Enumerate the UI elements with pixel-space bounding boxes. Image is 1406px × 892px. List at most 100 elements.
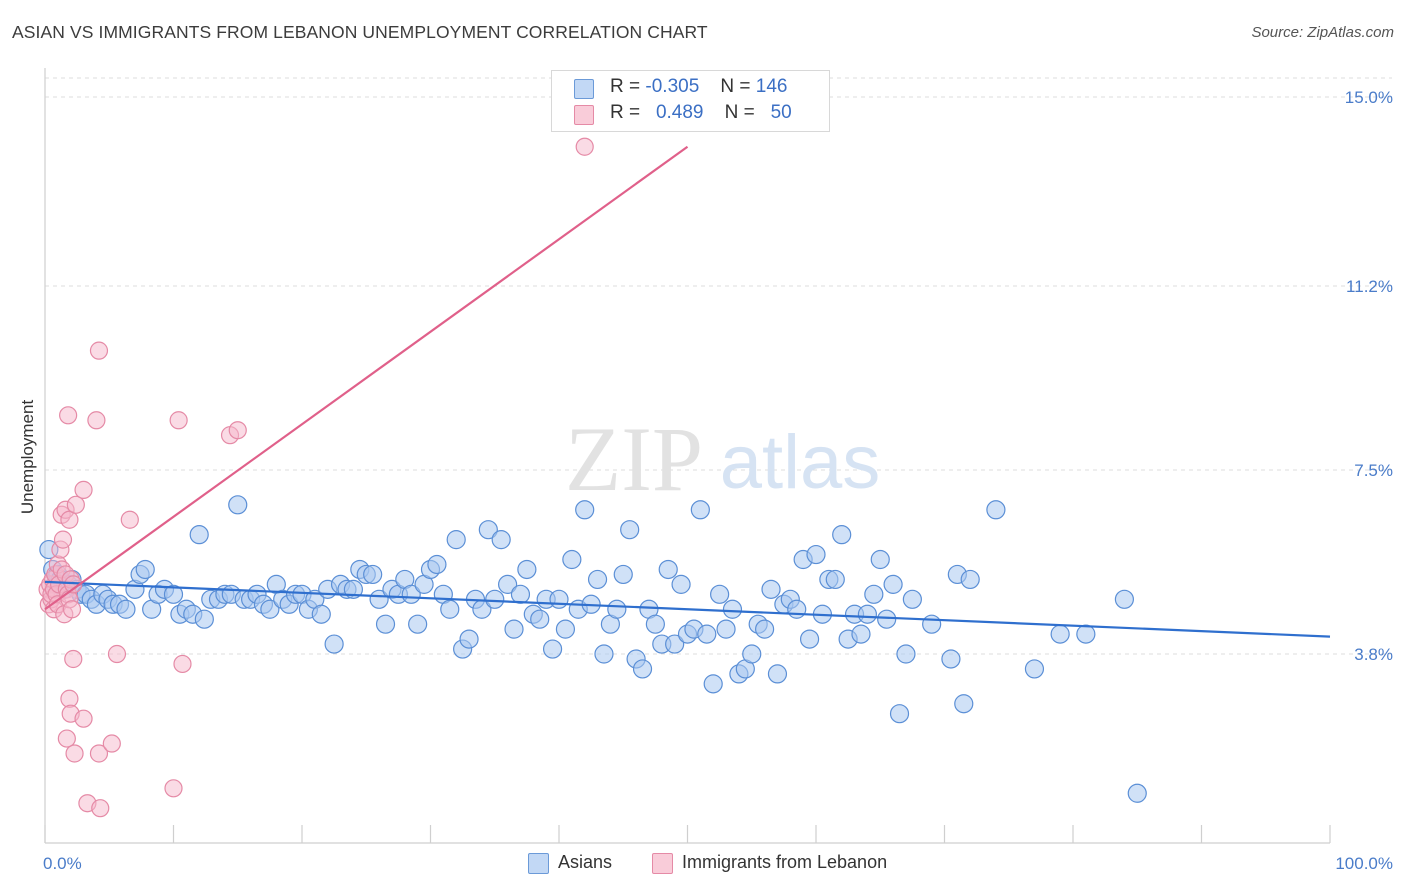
lebanon-point-15 [53,530,73,549]
asians-point-65 [427,554,447,575]
asians-point-101 [658,559,678,580]
watermark: ZIP atlas [565,408,880,510]
y-tick-label-1: 7.5% [1354,461,1393,480]
grid-lines [45,77,1392,655]
asians-point-29 [194,609,214,629]
asians-point-103 [671,574,691,594]
asians-point-128 [832,525,852,545]
asians-point-39 [260,599,280,619]
asians-point-124 [806,544,826,565]
legend-r-value: 0.489 [655,102,704,123]
y-tick-label-2: 11.2% [1346,277,1393,296]
asians-point-56 [369,589,389,609]
lebanon-point-22 [62,600,82,619]
asians-point-91 [594,644,614,664]
y-tick-label-0: 3.8% [1354,645,1393,664]
asians-point-147 [1050,624,1070,644]
asians-point-62 [408,614,428,634]
bottom-legend-swatch-pink [652,853,673,874]
asians-point-135 [877,609,897,629]
chart-source: Source: ZipAtlas.com [1251,24,1394,41]
asians-trend-line [44,580,1331,638]
legend-r-label: R = [610,76,641,97]
legend-swatch-blue [574,79,594,99]
asians-point-20 [135,559,155,580]
bottom-legend-label-lebanon: Immigrants from Lebanon [682,852,888,872]
asians-point-107 [697,624,717,644]
asians-point-73 [478,520,498,540]
asians-point-138 [896,644,916,664]
asians-point-75 [491,530,511,550]
asians-point-95 [620,520,640,540]
asians-point-77 [504,619,524,639]
asians-point-97 [632,659,653,679]
lebanon-point-34 [228,421,247,440]
asians-point-99 [645,614,665,634]
lebanon-point-49 [164,779,183,798]
series-lebanon [38,137,594,818]
asians-point-47 [311,604,331,624]
asians-point-102 [665,634,685,654]
asians-point-145 [986,500,1006,520]
lebanon-point-42 [65,744,84,763]
asians-point-140 [922,614,942,634]
lebanon-point-27 [66,495,85,514]
lebanon-point-44 [102,734,121,753]
x-tick-label-1: 100.0% [1335,854,1393,873]
asians-point-131 [851,624,871,644]
lebanon-point-32 [169,411,188,430]
asians-point-134 [870,549,890,570]
lebanon-point-36 [575,137,594,156]
correlation-legend: R = -0.305 N = 146 R = 0.489 N = 50 [551,70,830,132]
asians-point-67 [440,599,460,619]
asians-point-143 [954,694,974,714]
legend-n-value: 50 [770,102,792,123]
x-tick-label-0: 0.0% [43,854,82,873]
asians-point-139 [902,589,922,609]
asians-point-114 [742,644,762,664]
asians-point-137 [889,704,910,724]
asians-point-74 [485,589,505,609]
legend-n-label: N = [720,76,751,97]
asians-point-109 [710,584,730,604]
legend-text-asians: R = -0.305 N = 146 [610,76,787,98]
asians-point-78 [510,584,531,604]
axes [44,68,1331,844]
asians-point-24 [163,584,184,604]
legend-r-value: -0.305 [645,76,700,97]
tick-labels: 3.8% 7.5% 11.2% 15.0% 0.0% 100.0% [43,88,1393,873]
legend-r-label: R = [610,102,641,123]
trend-lines [44,145,1331,638]
lebanon-point-31 [120,510,139,529]
asians-point-117 [761,579,781,599]
lebanon-point-30 [87,411,106,430]
watermark-atlas: atlas [720,420,881,505]
asians-point-70 [459,629,479,649]
y-tick-label-3: 15.0% [1345,88,1393,107]
lebanon-point-29 [59,406,78,425]
asians-point-79 [517,559,537,580]
legend-text-lebanon: R = 0.489 N = 50 [610,102,792,124]
asians-point-55 [363,564,383,585]
asians-point-93 [607,599,627,619]
legend-swatch-pink [574,105,594,125]
lebanon-point-28 [74,480,93,499]
lebanon-point-35 [89,341,109,360]
asians-point-49 [324,634,344,654]
asians-point-144 [960,569,980,590]
legend-n-label: N = [724,102,755,123]
asians-point-84 [549,589,569,609]
lebanon-point-46 [173,654,192,674]
asians-point-110 [716,619,736,639]
asians-point-149 [1114,589,1135,609]
asians-point-61 [401,584,421,604]
asians-point-123 [799,629,820,649]
lebanon-point-43 [89,744,109,763]
asians-point-76 [498,574,518,594]
asians-point-136 [883,574,903,594]
chart-title: ASIAN VS IMMIGRANTS FROM LEBANON UNEMPLO… [12,22,708,42]
asians-point-121 [787,599,807,619]
asians-point-118 [767,664,788,684]
asians-point-86 [562,549,582,570]
lebanon-point-48 [91,799,110,818]
